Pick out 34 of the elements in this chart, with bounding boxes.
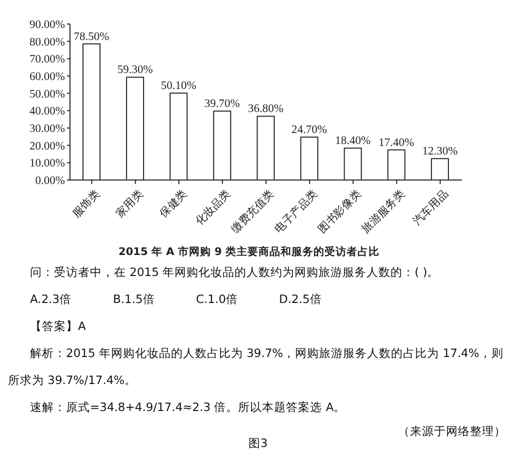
y-tick-label: 70.00% xyxy=(30,54,66,66)
x-tick-label: 保健类 xyxy=(156,187,190,220)
y-tick-label: 10.00% xyxy=(30,158,66,170)
data-label: 24.70% xyxy=(292,124,328,136)
text: 2015 年 A 市网购 9 类主要商品和服务的受访者占比 xyxy=(118,246,380,259)
y-tick-label: 50.00% xyxy=(30,88,66,100)
data-label: 39.70% xyxy=(204,98,240,110)
y-tick-label: 0.00% xyxy=(35,175,66,188)
data-label: 36.80% xyxy=(248,103,284,116)
text: B.1.5倍 xyxy=(113,291,156,308)
y-tick-label: 90.00% xyxy=(30,19,66,32)
text: C.1.0倍 xyxy=(196,291,239,308)
data-label: 78.50% xyxy=(74,30,110,43)
x-tick-label: 家用类 xyxy=(113,187,146,220)
text: 速解：原式=34.8+4.9/17.4≈2.3 倍。所以本题答案选 A。 xyxy=(29,399,347,416)
text: （来源于网络整理） xyxy=(398,424,506,438)
caption: 图3 xyxy=(248,436,268,450)
data-label: 59.30% xyxy=(117,64,154,76)
text: D.2.5倍 xyxy=(279,291,323,308)
y-tick-label: 80.00% xyxy=(30,36,66,48)
text: 【答案】A xyxy=(29,318,87,335)
y-tick-label: 30.00% xyxy=(30,123,66,136)
y-tick-label: 60.00% xyxy=(30,71,66,84)
data-label: 12.30% xyxy=(422,146,458,158)
text: 问：受访者中，在 2015 年网购化妆品的人数约为网购旅游服务人数的：( )。 xyxy=(29,264,440,281)
data-label: 50.10% xyxy=(160,80,197,92)
y-tick-label: 40.00% xyxy=(30,106,66,118)
y-tick-label: 20.00% xyxy=(30,140,66,152)
data-label: 17.40% xyxy=(378,136,415,149)
x-tick-label: 汽车用品 xyxy=(410,187,451,228)
data-label: 18.40% xyxy=(335,135,371,148)
text: 解析：2015 年网购化妆品的人数占比为 39.7%，网购旅游服务人数的占比为 17.4%，则所求为 39.7%/17.4%。 xyxy=(8,345,504,389)
x-tick-label: 服饰类 xyxy=(70,187,102,220)
text: A.2.3倍 xyxy=(30,291,73,308)
